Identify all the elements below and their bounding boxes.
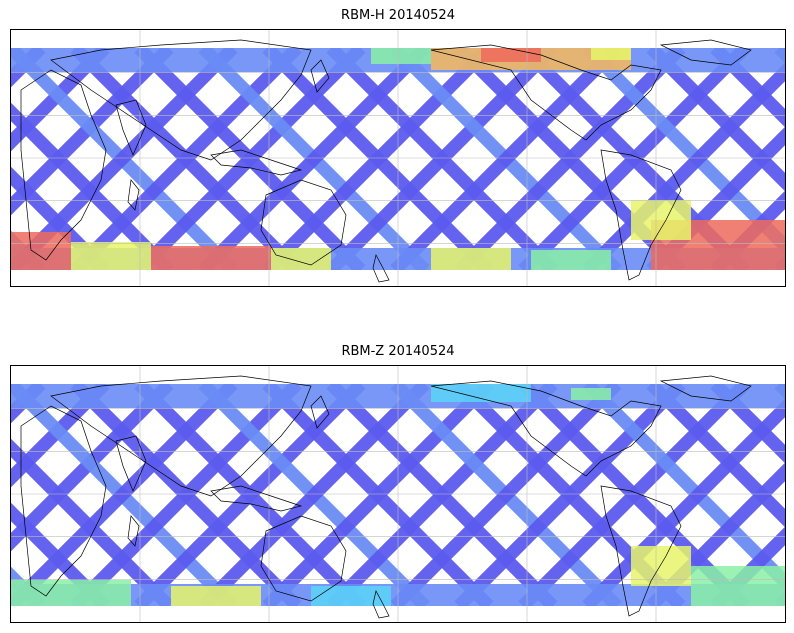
descending-swath bbox=[11, 384, 238, 606]
descending-swath bbox=[70, 48, 302, 270]
coastline bbox=[20, 69, 107, 261]
descending-swath bbox=[11, 384, 110, 488]
descending-swath bbox=[70, 384, 302, 606]
descending-swath bbox=[11, 48, 174, 216]
value-patch bbox=[151, 246, 271, 270]
descending-swath bbox=[518, 384, 750, 606]
descending-swath bbox=[262, 384, 494, 606]
coastline bbox=[430, 44, 662, 141]
value-patch bbox=[311, 586, 391, 606]
descending-swath bbox=[390, 384, 622, 606]
value-patch bbox=[531, 250, 611, 270]
coastline bbox=[210, 485, 303, 512]
descending-swath bbox=[390, 48, 622, 270]
coastline bbox=[127, 515, 140, 547]
coastline bbox=[115, 435, 147, 492]
coastline bbox=[115, 99, 147, 156]
swath-map bbox=[11, 30, 785, 286]
value-patch bbox=[271, 248, 331, 270]
swath-map bbox=[11, 366, 785, 622]
coastline bbox=[600, 485, 682, 617]
descending-swath bbox=[582, 62, 785, 270]
map-frame bbox=[10, 365, 786, 623]
value-patch bbox=[11, 232, 71, 270]
coastline bbox=[260, 179, 347, 266]
value-patch bbox=[631, 200, 691, 240]
panel-title: RBM-Z 20140524 bbox=[341, 344, 455, 359]
coastline bbox=[127, 179, 140, 211]
coastline bbox=[260, 515, 347, 602]
descending-swath bbox=[11, 48, 110, 152]
descending-swath bbox=[454, 48, 686, 270]
value-patch bbox=[691, 566, 785, 606]
descending-swath bbox=[518, 48, 750, 270]
descending-swath bbox=[198, 48, 430, 270]
value-patch bbox=[481, 48, 541, 62]
descending-swath bbox=[198, 384, 430, 606]
value-patch bbox=[571, 388, 611, 400]
descending-swath bbox=[582, 398, 785, 606]
value-patch bbox=[591, 48, 631, 60]
coastline bbox=[310, 395, 330, 429]
descending-swath bbox=[326, 48, 558, 270]
coastline bbox=[600, 149, 682, 281]
coastline bbox=[50, 39, 312, 161]
descending-swath bbox=[134, 48, 366, 270]
value-patch bbox=[431, 384, 531, 402]
coastline bbox=[659, 39, 752, 66]
coastline bbox=[310, 59, 330, 93]
descending-swath bbox=[454, 384, 686, 606]
ascending-swath bbox=[11, 438, 174, 606]
map-frame bbox=[10, 29, 786, 287]
swath-group bbox=[11, 384, 785, 606]
coastline bbox=[430, 380, 662, 477]
coastline bbox=[372, 590, 390, 619]
ascending-swath bbox=[710, 384, 785, 464]
value-patch bbox=[71, 242, 151, 270]
panel-title: RBM-H 20140524 bbox=[341, 8, 455, 23]
descending-swath bbox=[326, 384, 558, 606]
ascending-swath bbox=[710, 48, 785, 128]
descending-swath bbox=[134, 384, 366, 606]
value-patch bbox=[11, 580, 131, 606]
coastline bbox=[210, 149, 303, 176]
coastline bbox=[659, 375, 752, 402]
value-patch bbox=[171, 586, 261, 606]
coastline bbox=[20, 405, 107, 597]
descending-swath bbox=[262, 48, 494, 270]
value-patch bbox=[631, 546, 691, 586]
descending-swath bbox=[11, 384, 174, 552]
value-patch bbox=[431, 248, 511, 270]
value-patch bbox=[371, 48, 431, 64]
coastline bbox=[372, 254, 390, 283]
coastline bbox=[50, 375, 312, 497]
